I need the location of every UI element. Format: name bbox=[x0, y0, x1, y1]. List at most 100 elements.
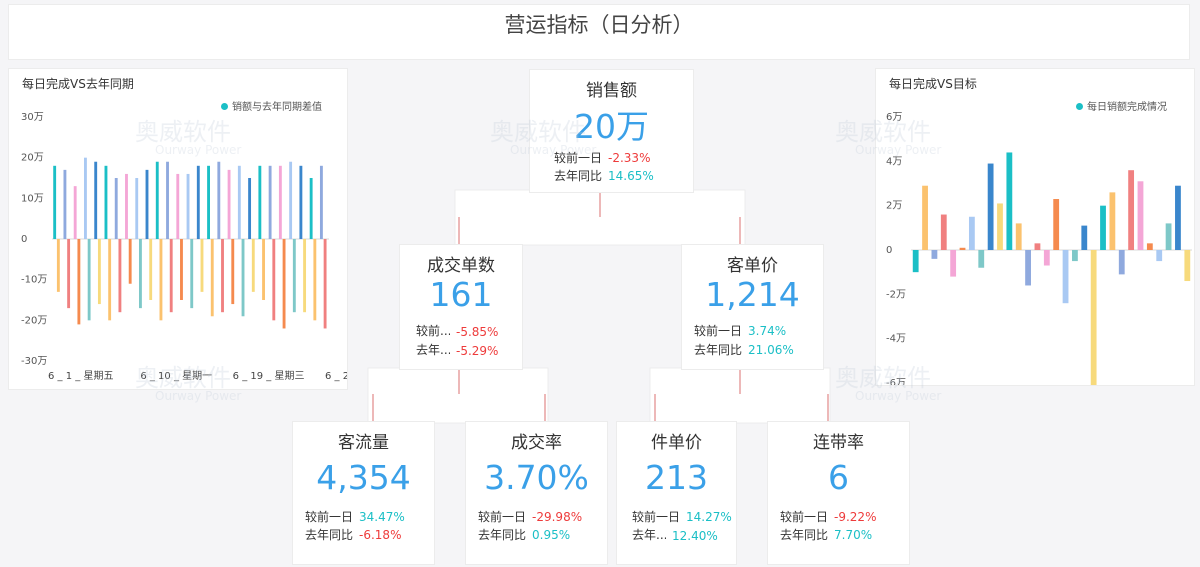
bar[interactable] bbox=[186, 173, 190, 239]
bar[interactable] bbox=[251, 239, 255, 292]
bar[interactable] bbox=[289, 161, 293, 239]
bar[interactable] bbox=[63, 169, 67, 239]
bar[interactable] bbox=[210, 239, 214, 317]
bar[interactable] bbox=[299, 165, 303, 239]
bar[interactable] bbox=[196, 165, 200, 239]
bar[interactable] bbox=[1100, 205, 1106, 250]
bar[interactable] bbox=[207, 165, 210, 239]
bar[interactable] bbox=[313, 239, 317, 321]
page-title: 营运指标（日分析） bbox=[504, 13, 694, 37]
bar[interactable] bbox=[1043, 250, 1050, 266]
bar[interactable] bbox=[997, 203, 1003, 250]
bar[interactable] bbox=[1118, 250, 1125, 275]
bar[interactable] bbox=[97, 239, 101, 305]
bar[interactable] bbox=[258, 165, 262, 239]
bar[interactable] bbox=[968, 216, 975, 250]
bar[interactable] bbox=[77, 239, 81, 325]
bar[interactable] bbox=[149, 239, 153, 300]
bar[interactable] bbox=[237, 165, 241, 239]
bar[interactable] bbox=[231, 239, 235, 305]
kpi-orders[interactable]: 成交单数 161 较前... -5.85% 去年... -5.29% bbox=[399, 244, 523, 370]
bar[interactable] bbox=[940, 214, 947, 250]
bar[interactable] bbox=[87, 239, 91, 321]
bar[interactable] bbox=[84, 157, 87, 239]
bar[interactable] bbox=[922, 185, 928, 250]
bar[interactable] bbox=[155, 161, 159, 239]
bar[interactable] bbox=[217, 161, 221, 239]
chart-legend[interactable]: 每日销额完成情况 bbox=[1076, 98, 1167, 113]
bar[interactable] bbox=[282, 239, 286, 329]
bar[interactable] bbox=[292, 239, 296, 313]
bar[interactable] bbox=[138, 239, 142, 309]
bar[interactable] bbox=[319, 165, 323, 239]
bar[interactable] bbox=[1072, 250, 1078, 262]
bar[interactable] bbox=[1090, 250, 1097, 385]
bar[interactable] bbox=[94, 161, 98, 239]
kpi-conversion[interactable]: 成交率 3.70% 较前一日 -29.98% 去年同比 0.95% bbox=[465, 421, 608, 565]
bar[interactable] bbox=[135, 178, 139, 239]
bar[interactable] bbox=[1184, 250, 1191, 282]
bar[interactable] bbox=[1128, 170, 1135, 250]
y-tick-label: 2万 bbox=[886, 201, 902, 212]
bar[interactable] bbox=[959, 247, 966, 250]
kpi-traffic[interactable]: 客流量 4,354 较前一日 34.47% 去年同比 -6.18% bbox=[292, 421, 435, 565]
bar[interactable] bbox=[1137, 181, 1144, 250]
bar[interactable] bbox=[118, 239, 122, 313]
bar[interactable] bbox=[1146, 243, 1153, 250]
bar[interactable] bbox=[73, 186, 77, 239]
bar[interactable] bbox=[108, 239, 112, 321]
bar[interactable] bbox=[912, 250, 919, 273]
bar[interactable] bbox=[200, 239, 204, 292]
bar[interactable] bbox=[272, 239, 276, 321]
bar[interactable] bbox=[125, 173, 128, 239]
bar[interactable] bbox=[1062, 250, 1069, 304]
bar[interactable] bbox=[1015, 223, 1022, 250]
bar[interactable] bbox=[180, 239, 183, 300]
kpi-label: 客单价 bbox=[727, 256, 778, 276]
bar[interactable] bbox=[104, 165, 108, 239]
bar[interactable] bbox=[1165, 223, 1172, 250]
bar[interactable] bbox=[1175, 185, 1181, 250]
chart-legend[interactable]: 销额与去年同期差值 bbox=[221, 98, 322, 113]
bar[interactable] bbox=[190, 239, 194, 309]
bar[interactable] bbox=[278, 165, 282, 239]
kpi-label: 连带率 bbox=[813, 433, 864, 453]
bar[interactable] bbox=[978, 250, 985, 268]
bar[interactable] bbox=[262, 239, 265, 300]
kpi-unit-price[interactable]: 客单价 1,214 较前一日 3.74% 去年同比 21.06% bbox=[681, 244, 824, 370]
bar[interactable] bbox=[1034, 243, 1041, 250]
bar[interactable] bbox=[248, 178, 252, 239]
bar[interactable] bbox=[268, 165, 272, 239]
bar[interactable] bbox=[309, 178, 313, 239]
bar[interactable] bbox=[323, 239, 327, 329]
bar[interactable] bbox=[67, 239, 71, 309]
bar[interactable] bbox=[1053, 199, 1060, 250]
bar[interactable] bbox=[221, 239, 224, 313]
kpi-sales[interactable]: 销售额 20万 较前一日 -2.33% 去年同比 14.65% bbox=[529, 69, 694, 193]
bar[interactable] bbox=[114, 178, 118, 239]
bar[interactable] bbox=[950, 250, 957, 277]
bar[interactable] bbox=[128, 239, 132, 284]
bar[interactable] bbox=[987, 163, 994, 250]
bar[interactable] bbox=[931, 250, 938, 259]
bar[interactable] bbox=[1006, 152, 1013, 250]
bar[interactable] bbox=[241, 239, 245, 317]
y-tick-label: 10万 bbox=[21, 193, 44, 204]
bar[interactable] bbox=[1025, 250, 1031, 286]
bar[interactable] bbox=[1156, 250, 1163, 262]
bar[interactable] bbox=[56, 239, 60, 292]
bar[interactable] bbox=[1081, 225, 1088, 250]
bar[interactable] bbox=[169, 239, 173, 313]
bar[interactable] bbox=[303, 239, 307, 313]
kpi-row-yoy: 去年同比 21.06% bbox=[694, 343, 794, 357]
kpi-item-price[interactable]: 件单价 213 较前一日 14.27% 去年... 12.40% bbox=[616, 421, 737, 565]
y-tick-label: -30万 bbox=[21, 356, 47, 367]
bar[interactable] bbox=[227, 169, 231, 239]
bar[interactable] bbox=[1109, 192, 1116, 250]
bar[interactable] bbox=[145, 169, 149, 239]
bar[interactable] bbox=[176, 173, 180, 239]
bar[interactable] bbox=[166, 161, 169, 239]
kpi-attach-rate[interactable]: 连带率 6 较前一日 -9.22% 去年同比 7.70% bbox=[767, 421, 910, 565]
bar[interactable] bbox=[159, 239, 163, 321]
bar[interactable] bbox=[53, 165, 57, 239]
